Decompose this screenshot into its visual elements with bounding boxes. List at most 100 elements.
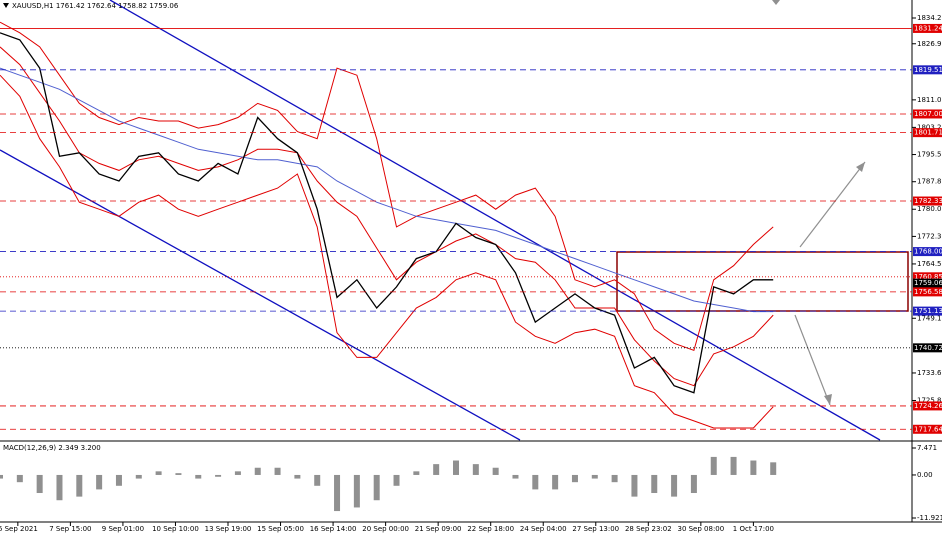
- arrow: [794, 314, 831, 406]
- macd-bar: [571, 474, 578, 483]
- macd-bar: [254, 467, 261, 475]
- indicator-line: [0, 67, 774, 313]
- shift-marker: [772, 0, 780, 5]
- x-tick-label: 28 Sep 23:02: [625, 525, 672, 533]
- y-tick-label: 1749.10: [917, 314, 942, 322]
- macd-tick-label: 0.00: [917, 471, 933, 479]
- level-label-bg: [913, 424, 942, 434]
- macd-bar: [314, 474, 321, 486]
- y-tick-label: 1733.60: [917, 369, 942, 377]
- macd-tick-label: 7.471: [917, 444, 937, 452]
- macd-bar: [552, 474, 559, 490]
- macd-bar: [76, 474, 83, 497]
- y-tick-label: 1826.90: [917, 40, 942, 48]
- macd-bar: [472, 464, 479, 475]
- level-label-bg: [913, 272, 942, 282]
- macd-bar: [393, 474, 400, 486]
- level-label-bg: [913, 306, 942, 316]
- macd-bar: [770, 462, 777, 475]
- level-label-bg: [913, 196, 942, 206]
- y-tick-label: 1787.80: [917, 178, 942, 186]
- level-label: 1782.33: [914, 197, 942, 205]
- level-label: 1807.00: [914, 110, 942, 118]
- arrow-head: [856, 162, 865, 172]
- x-tick-label: 13 Sep 19:00: [205, 525, 252, 533]
- level-label-bg: [913, 109, 942, 119]
- macd-bar: [135, 474, 142, 479]
- macd-tick-label: -11.921: [917, 514, 942, 522]
- x-tick-label: 22 Sep 18:00: [467, 525, 514, 533]
- macd-bar: [611, 474, 618, 483]
- macd-bar: [651, 474, 658, 494]
- y-tick-label: 1803.20: [917, 123, 942, 131]
- y-tick-label: 1780.00: [917, 205, 942, 213]
- channel-line: [109, 0, 881, 441]
- title-icon: [3, 3, 9, 8]
- macd-bar: [96, 474, 103, 490]
- macd-bar: [750, 460, 757, 475]
- level-label: 1801.71: [914, 129, 942, 137]
- macd-bar: [16, 474, 23, 483]
- x-tick-label: 9 Sep 01:00: [102, 525, 144, 533]
- macd-bar: [274, 467, 281, 475]
- macd-bar: [710, 456, 717, 475]
- macd-bar: [195, 474, 202, 479]
- level-label-bg: [913, 287, 942, 297]
- macd-bar: [353, 474, 360, 508]
- level-label: 1759.06: [914, 279, 942, 287]
- x-tick-label: 27 Sep 13:00: [572, 525, 619, 533]
- level-label: 1724.26: [914, 402, 942, 410]
- arrow: [799, 161, 866, 248]
- macd-bar: [631, 474, 638, 497]
- indicator-line: [0, 21, 774, 352]
- x-tick-label: 20 Sep 00:00: [362, 525, 409, 533]
- x-tick-label: 10 Sep 10:00: [152, 525, 199, 533]
- macd-bar: [234, 471, 241, 475]
- level-label-bg: [913, 128, 942, 138]
- y-tick-label: 1764.50: [917, 260, 942, 268]
- macd-bar: [690, 474, 697, 494]
- level-label: 1717.64: [914, 425, 942, 433]
- macd-bar: [56, 474, 63, 501]
- macd-bar: [215, 474, 222, 477]
- channel-line: [0, 149, 521, 441]
- level-label-bg: [913, 23, 942, 33]
- indicator-line: [0, 46, 774, 387]
- x-tick-label: 6 Sep 2021: [0, 525, 38, 533]
- level-label-bg: [913, 278, 942, 288]
- x-tick-label: 16 Sep 14:00: [310, 525, 357, 533]
- macd-bar: [591, 474, 598, 479]
- price-line: [0, 32, 774, 394]
- y-tick-label: 1834.20: [917, 14, 942, 22]
- level-label: 1819.51: [914, 66, 942, 74]
- x-tick-label: 24 Sep 04:00: [520, 525, 567, 533]
- level-label: 1768.00: [914, 248, 942, 256]
- macd-bar: [294, 474, 301, 479]
- macd-bar: [413, 471, 420, 475]
- macd-bar: [115, 474, 122, 486]
- y-tick-label: 1811.00: [917, 96, 942, 104]
- x-tick-label: 30 Sep 08:00: [677, 525, 724, 533]
- macd-bar: [730, 456, 737, 475]
- level-label-bg: [913, 401, 942, 411]
- y-tick-label: 1725.80: [917, 396, 942, 404]
- macd-bar: [155, 471, 162, 475]
- macd-bar: [671, 474, 678, 497]
- macd-bar: [532, 474, 539, 490]
- indicator-line: [0, 74, 774, 429]
- level-label-bg: [913, 247, 942, 257]
- x-tick-label: 15 Sep 05:00: [257, 525, 304, 533]
- macd-bar: [334, 474, 341, 512]
- level-label: 1756.58: [914, 288, 942, 296]
- level-label: 1831.24: [914, 24, 942, 32]
- level-label-bg: [913, 65, 942, 75]
- y-tick-label: 1772.30: [917, 232, 942, 240]
- macd-bar: [175, 473, 182, 475]
- macd-bar: [0, 474, 3, 479]
- macd-bar: [373, 474, 380, 501]
- y-tick-label: 1795.50: [917, 151, 942, 159]
- macd-bar: [453, 460, 459, 475]
- level-label: 1740.72: [914, 344, 942, 352]
